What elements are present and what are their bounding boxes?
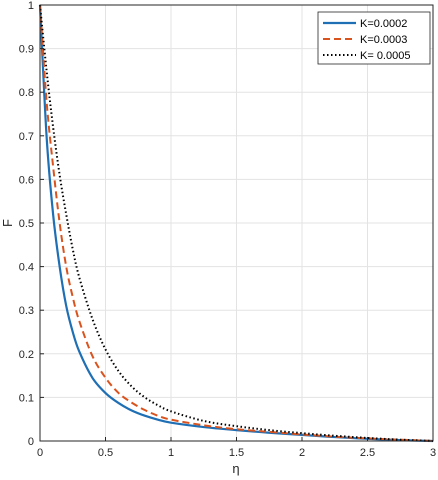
y-tick-label: 0.4 xyxy=(19,262,34,274)
x-tick-label: 1.5 xyxy=(229,447,244,459)
axis-ticks xyxy=(39,4,434,442)
x-tick-labels: 0 0.5 1 1.5 2 2.5 3 xyxy=(37,447,436,459)
x-tick-label: 3 xyxy=(430,447,436,459)
x-tick-label: 2 xyxy=(299,447,305,459)
y-tick-label: 1 xyxy=(28,0,34,12)
x-tick-label: 1 xyxy=(168,447,174,459)
y-tick-labels: 0 0.1 0.2 0.3 0.4 0.5 0.6 0.7 0.8 0.9 1 xyxy=(19,0,34,448)
series-lines xyxy=(38,4,434,443)
y-axis-label: F xyxy=(0,219,15,227)
legend-label: K= 0.0005 xyxy=(360,50,410,62)
legend-label: K=0.0003 xyxy=(360,34,407,46)
y-tick-label: 0.3 xyxy=(19,305,34,317)
x-tick-label: 0.5 xyxy=(98,447,113,459)
y-tick-label: 0.1 xyxy=(19,392,34,404)
y-tick-label: 0 xyxy=(28,436,34,448)
x-axis-label: η xyxy=(232,461,239,476)
legend-label: K=0.0002 xyxy=(360,18,407,30)
y-tick-label: 0.6 xyxy=(19,174,34,186)
legend: K=0.0002 K=0.0003 K= 0.0005 xyxy=(317,11,431,65)
x-tick-label: 0 xyxy=(37,447,43,459)
y-tick-label: 0.2 xyxy=(19,349,34,361)
series-line xyxy=(39,4,434,442)
y-tick-label: 0.7 xyxy=(19,131,34,143)
y-tick-label: 0.9 xyxy=(19,44,34,56)
x-tick-label: 2.5 xyxy=(360,447,375,459)
y-tick-label: 0.5 xyxy=(19,218,34,230)
y-tick-label: 0.8 xyxy=(19,87,34,99)
